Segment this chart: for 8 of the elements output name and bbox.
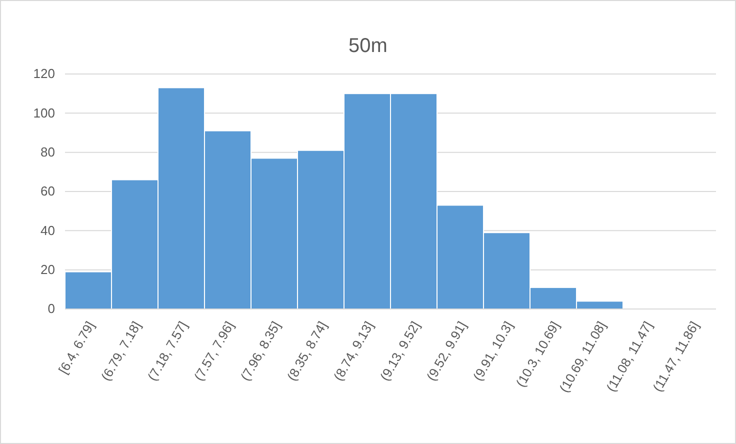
y-tick-label: 60 bbox=[40, 184, 55, 199]
y-tick-label: 40 bbox=[40, 222, 55, 238]
y-tick-label: 20 bbox=[40, 262, 55, 277]
y-tick-label: 80 bbox=[40, 144, 55, 160]
y-tick-label: 120 bbox=[33, 66, 55, 82]
y-tick-label: 0 bbox=[48, 301, 55, 316]
y-tick-label: 100 bbox=[33, 105, 55, 120]
chart-title: 50m bbox=[348, 35, 388, 57]
